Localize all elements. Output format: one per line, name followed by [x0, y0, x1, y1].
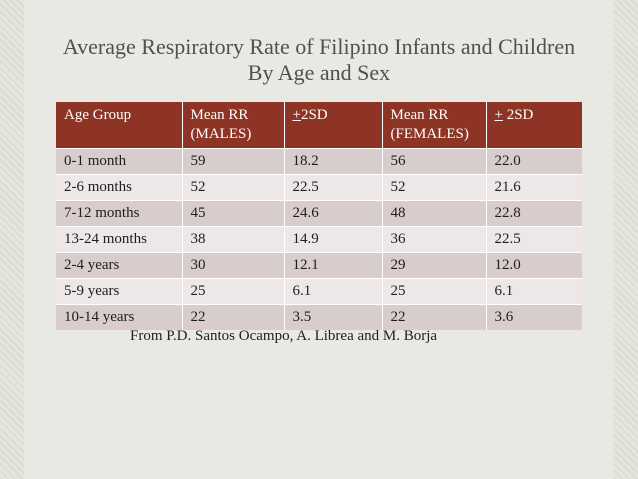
source-citation: From P.D. Santos Ocampo, A. Librea and M… — [130, 328, 438, 344]
cell-2sd-males: 18.2 — [283, 148, 382, 175]
cell-mean-rr-females: 48 — [381, 200, 486, 227]
table-row: 2-4 years 30 12.1 29 12.0 — [56, 252, 582, 279]
cell-2sd-females: 22.5 — [485, 226, 582, 253]
cell-age-group: 7-12 months — [56, 200, 182, 227]
cell-mean-rr-females: 36 — [381, 226, 486, 253]
header-age-group: Age Group — [56, 102, 182, 149]
cell-mean-rr-males: 25 — [181, 278, 284, 305]
header-2sd-females: + 2SD — [485, 102, 582, 149]
table-row: 0-1 month 59 18.2 56 22.0 — [56, 148, 582, 175]
cell-mean-rr-males: 45 — [181, 200, 284, 227]
cell-age-group: 0-1 month — [56, 148, 182, 175]
cell-mean-rr-females: 29 — [381, 252, 486, 279]
table-row: 2-6 months 52 22.5 52 21.6 — [56, 174, 582, 201]
title-line-1: Average Respiratory Rate of Filipino Inf… — [62, 34, 576, 59]
header-2sd-males: +2SD — [283, 102, 382, 149]
table-row: 13-24 months 38 14.9 36 22.5 — [56, 226, 582, 253]
cell-2sd-males: 22.5 — [283, 174, 382, 201]
header-mean-rr-females: Mean RR (FEMALES) — [381, 102, 486, 149]
cell-age-group: 13-24 months — [56, 226, 182, 253]
cell-mean-rr-males: 22 — [181, 304, 284, 330]
table-row: 7-12 months 45 24.6 48 22.8 — [56, 200, 582, 227]
cell-mean-rr-females: 56 — [381, 148, 486, 175]
decorative-stripe-left — [0, 0, 24, 479]
cell-2sd-males: 3.5 — [283, 304, 382, 330]
cell-age-group: 10-14 years — [56, 304, 182, 330]
cell-2sd-females: 22.8 — [485, 200, 582, 227]
table-row: 5-9 years 25 6.1 25 6.1 — [56, 278, 582, 305]
cell-2sd-females: 21.6 — [485, 174, 582, 201]
cell-2sd-males: 24.6 — [283, 200, 382, 227]
respiratory-rate-table: Age Group Mean RR (MALES) +2SD Mean RR (… — [56, 102, 582, 330]
cell-mean-rr-males: 30 — [181, 252, 284, 279]
cell-2sd-females: 22.0 — [485, 148, 582, 175]
cell-2sd-males: 14.9 — [283, 226, 382, 253]
cell-2sd-males: 12.1 — [283, 252, 382, 279]
cell-mean-rr-males: 38 — [181, 226, 284, 253]
header-mean-rr-males: Mean RR (MALES) — [181, 102, 284, 149]
cell-mean-rr-males: 52 — [181, 174, 284, 201]
plus-minus-sign: + — [494, 107, 503, 123]
cell-age-group: 5-9 years — [56, 278, 182, 305]
cell-2sd-females: 6.1 — [485, 278, 582, 305]
cell-mean-rr-females: 52 — [381, 174, 486, 201]
cell-2sd-males: 6.1 — [283, 278, 382, 305]
cell-age-group: 2-4 years — [56, 252, 182, 279]
title-line-2: By Age and Sex — [247, 60, 391, 85]
table-row: 10-14 years 22 3.5 22 3.6 — [56, 304, 582, 330]
decorative-stripe-right — [614, 0, 638, 479]
cell-age-group: 2-6 months — [56, 174, 182, 201]
cell-mean-rr-males: 59 — [181, 148, 284, 175]
slide-title: Average Respiratory Rate of Filipino Inf… — [24, 34, 614, 86]
cell-mean-rr-females: 22 — [381, 304, 486, 330]
cell-mean-rr-females: 25 — [381, 278, 486, 305]
plus-minus-sign: + — [292, 107, 301, 123]
cell-2sd-females: 3.6 — [485, 304, 582, 330]
table-header-row: Age Group Mean RR (MALES) +2SD Mean RR (… — [56, 102, 582, 149]
cell-2sd-females: 12.0 — [485, 252, 582, 279]
